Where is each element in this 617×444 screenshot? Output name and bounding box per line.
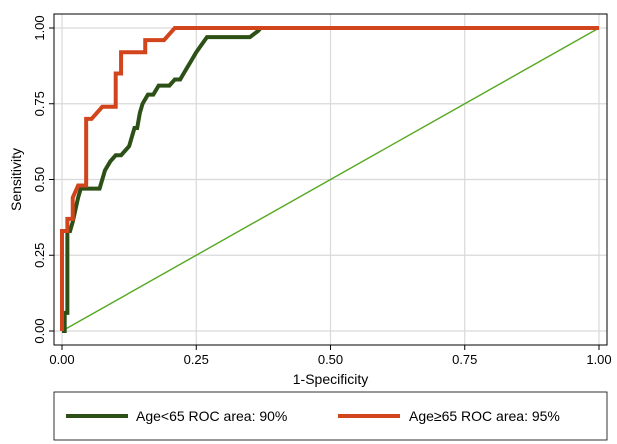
series-group <box>60 26 600 333</box>
y-tick-label: 0.50 <box>32 167 47 192</box>
x-axis-title: 1-Specificity <box>293 371 368 387</box>
x-tick-label: 0.00 <box>49 352 74 367</box>
series-line-age-under-65 <box>62 26 599 333</box>
x-tick-label: 0.25 <box>184 352 209 367</box>
y-axis-title: Sensitivity <box>8 148 24 211</box>
axes: 0.00 0.25 0.50 0.75 1.00 0.00 0.25 0.50 0.75 1.00 <box>32 15 612 367</box>
x-tick-label: 0.75 <box>452 352 477 367</box>
legend-label-age-65-plus: Age≥65 ROC area: 95% <box>409 408 560 424</box>
legend-box <box>53 391 608 441</box>
y-tick-label: 1.00 <box>32 15 47 40</box>
x-tick-label: 1.00 <box>586 352 611 367</box>
reference-diagonal-line <box>61 27 600 332</box>
y-tick-label: 0.00 <box>32 318 47 343</box>
y-tick-label: 0.75 <box>32 91 47 116</box>
x-tick-label: 0.50 <box>318 352 343 367</box>
y-tick-label: 0.25 <box>32 243 47 268</box>
series-line-age-65-plus <box>60 26 599 331</box>
legend: Age<65 ROC area: 90% Age≥65 ROC area: 95… <box>53 391 608 441</box>
legend-label-age-under-65: Age<65 ROC area: 90% <box>136 408 287 424</box>
